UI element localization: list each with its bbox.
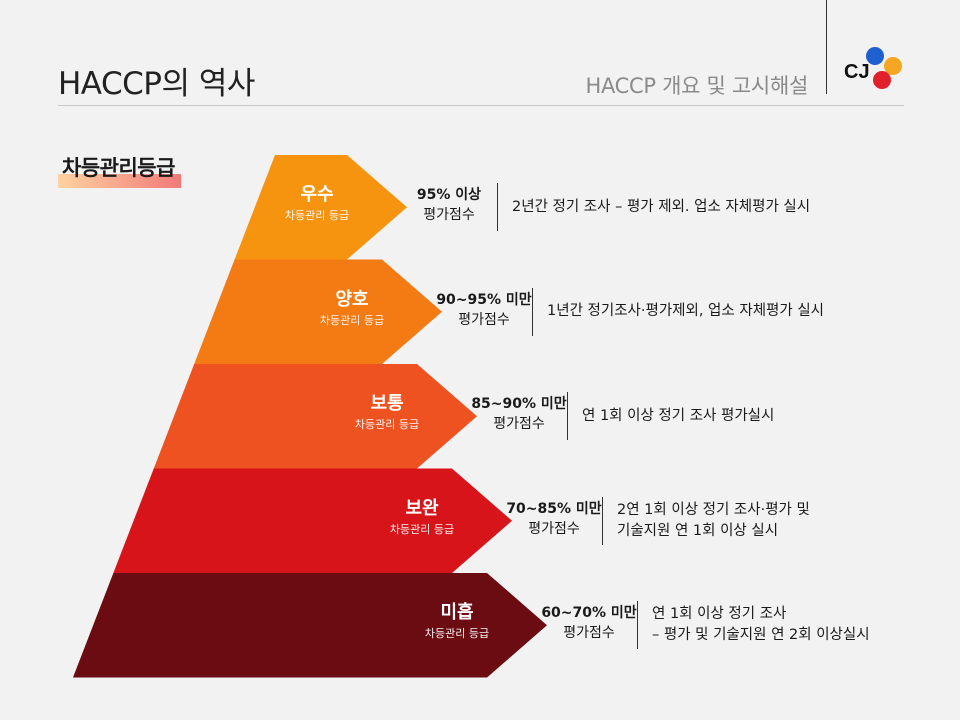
score-label: 평가점수 — [458, 311, 510, 328]
logo-text: CJ — [844, 61, 870, 83]
grade-sub-good: 차등관리 등급 — [319, 313, 385, 327]
grade-sub-insufficient: 차등관리 등급 — [424, 627, 490, 641]
header-rule — [58, 105, 904, 106]
description-line: 연 1회 이상 정기 조사 — [652, 606, 787, 623]
pyramid-band-supplement — [113, 468, 512, 573]
score-divider — [532, 287, 533, 336]
description-line: 2년간 정기 조사 – 평가 제외. 업소 자체평가 실시 — [512, 198, 811, 215]
pyramid-band-average — [153, 364, 477, 469]
score-range: 85~90% 미만 — [471, 396, 567, 413]
description-line: 연 1회 이상 정기 조사 평가실시 — [582, 407, 775, 424]
grade-description-average: 연 1회 이상 정기 조사 평가실시 — [582, 406, 774, 427]
grade-name-average: 보통 — [370, 393, 404, 415]
grade-name-good: 양호 — [335, 288, 369, 310]
header-divider — [826, 0, 827, 94]
score-label: 평가점수 — [493, 416, 545, 433]
description-line: 기술지원 연 1회 이상 실시 — [617, 522, 779, 539]
grade-description-excellent: 2년간 정기 조사 – 평가 제외. 업소 자체평가 실시 — [512, 197, 810, 218]
grade-description-good: 1년간 정기조사·평가제외, 업소 자체평가 실시 — [547, 301, 824, 322]
description-line: – 평가 및 기술지원 연 2회 이상실시 — [652, 627, 870, 644]
grade-name-supplement: 보완 — [405, 497, 439, 519]
score-divider — [637, 601, 638, 650]
score-label: 평가점수 — [423, 207, 475, 224]
score-divider — [497, 183, 498, 232]
score-label: 평가점수 — [528, 520, 580, 537]
grade-description-insufficient: 연 1회 이상 정기 조사 – 평가 및 기술지원 연 2회 이상실시 — [652, 604, 870, 646]
score-label: 평가점수 — [563, 625, 615, 642]
logo-red-dot — [873, 71, 891, 89]
pyramid-band-good — [194, 259, 442, 364]
pyramid-band-insufficient — [72, 573, 547, 678]
section-label-text: 차등관리등급 — [62, 156, 175, 180]
page-subtitle: HACCP 개요 및 고시해설 — [585, 74, 808, 98]
section-label-highlight — [58, 174, 181, 188]
description-line: 1년간 정기조사·평가제외, 업소 자체평가 실시 — [547, 303, 824, 320]
score-divider — [602, 496, 603, 545]
pyramid-band-excellent — [234, 155, 407, 260]
score-range: 95% 이상 — [416, 187, 482, 204]
score-range: 90~95% 미만 — [436, 291, 532, 308]
logo-orange-dot — [884, 57, 902, 75]
score-range: 60~70% 미만 — [541, 605, 637, 622]
section-label: 차등관리등급 — [58, 152, 181, 188]
page-title: HACCP의 역사 — [58, 66, 255, 102]
score-divider — [567, 392, 568, 441]
score-range: 70~85% 미만 — [506, 500, 602, 517]
grade-name-insufficient: 미흡 — [440, 602, 474, 624]
grade-sub-average: 차등관리 등급 — [354, 418, 420, 432]
grade-sub-supplement: 차등관리 등급 — [389, 522, 455, 536]
logo-blue-dot — [866, 47, 884, 65]
grade-sub-excellent: 차등관리 등급 — [284, 209, 350, 223]
grade-name-excellent: 우수 — [300, 184, 334, 206]
description-line: 2연 1회 이상 정기 조사·평가 및 — [617, 501, 810, 518]
cj-logo: CJ — [844, 47, 902, 89]
